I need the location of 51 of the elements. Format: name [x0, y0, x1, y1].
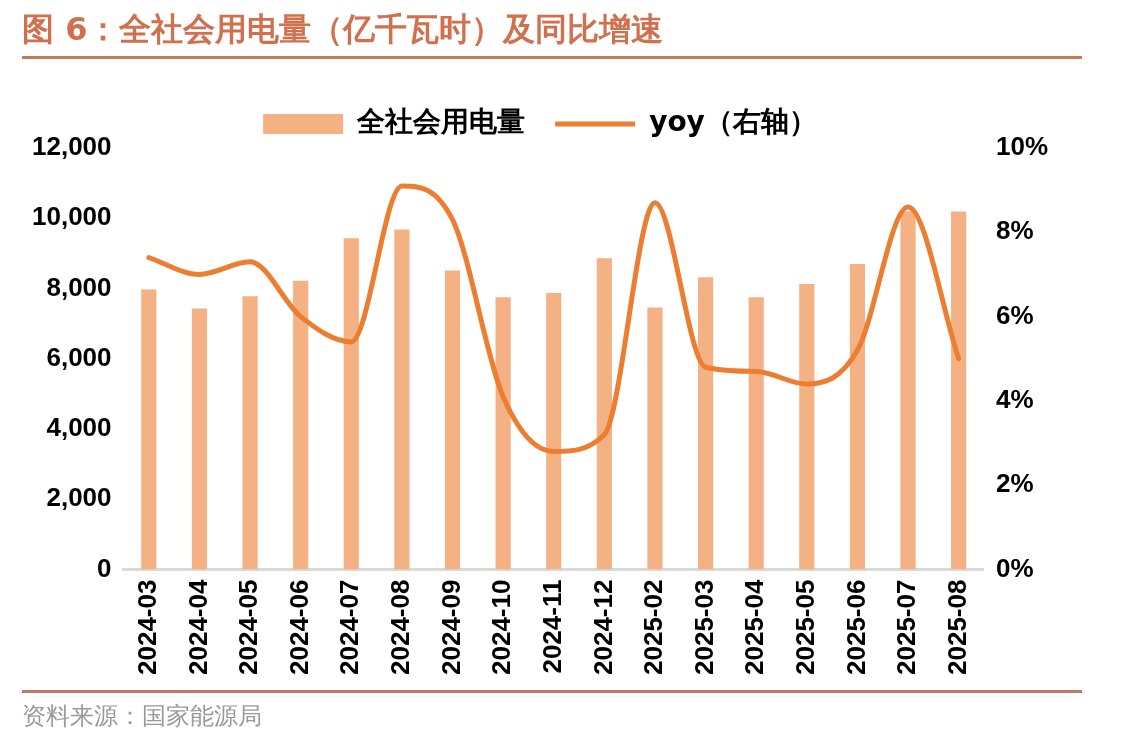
x-tick-label: 2024-10	[486, 579, 517, 675]
x-tick-label: 2024-07	[334, 579, 365, 675]
legend-label: 全社会用电量	[356, 105, 526, 139]
bar	[596, 258, 612, 570]
y-tick-label: 8,000	[46, 271, 112, 302]
y-tick-label: 6,000	[46, 341, 112, 372]
bar	[799, 283, 815, 570]
bar	[748, 297, 764, 570]
bar	[849, 263, 866, 570]
bar	[293, 280, 309, 570]
bar	[697, 277, 714, 570]
x-tick-label: 2025-02	[638, 579, 669, 675]
y2-tick-label: 6%	[995, 299, 1034, 330]
x-tick-label: 2025-03	[688, 579, 719, 675]
x-tick-label: 2024-04	[182, 579, 213, 675]
y-tick-label: 4,000	[46, 412, 112, 443]
bar	[900, 211, 916, 570]
legend-label: yoy（右轴）	[649, 105, 817, 139]
y2-tick-label: 4%	[995, 384, 1034, 415]
bar	[141, 289, 157, 570]
bar	[495, 297, 511, 570]
bar	[546, 293, 562, 570]
x-tick-label: 2024-11	[536, 579, 567, 674]
x-tick-label: 2024-09	[435, 579, 466, 675]
x-tick-label: 2025-07	[891, 579, 922, 675]
x-tick-label: 2024-03	[132, 579, 162, 675]
bar	[242, 296, 258, 570]
chart-title: 图 6：全社会用电量（亿千瓦时）及同比增速	[22, 9, 664, 50]
x-tick-label: 2025-05	[789, 579, 820, 675]
y2-tick-label: 10%	[995, 131, 1049, 162]
bar	[951, 211, 967, 570]
y-tick-label: 10,000	[31, 201, 112, 232]
y-tick-label: 0	[97, 552, 112, 583]
bar	[394, 229, 410, 570]
x-tick-label: 2025-06	[840, 579, 871, 675]
y2-tick-label: 8%	[995, 215, 1034, 246]
y-tick-label: 2,000	[46, 482, 112, 513]
bar	[191, 308, 208, 570]
x-tick-label: 2025-04	[739, 579, 770, 675]
bar	[343, 238, 359, 570]
y2-tick-label: 0%	[995, 552, 1034, 583]
x-tick-label: 2024-05	[233, 579, 264, 675]
y2-tick-label: 2%	[995, 468, 1034, 499]
bar	[444, 270, 461, 570]
x-tick-label: 2025-08	[941, 579, 972, 675]
x-tick-label: 2024-06	[283, 579, 314, 675]
text: 资料来源：国家能源局	[22, 701, 262, 732]
x-tick-label: 2024-12	[587, 579, 618, 675]
x-tick-label: 2024-08	[385, 579, 416, 675]
y-tick-label: 12,000	[31, 131, 112, 162]
bar	[647, 307, 663, 570]
